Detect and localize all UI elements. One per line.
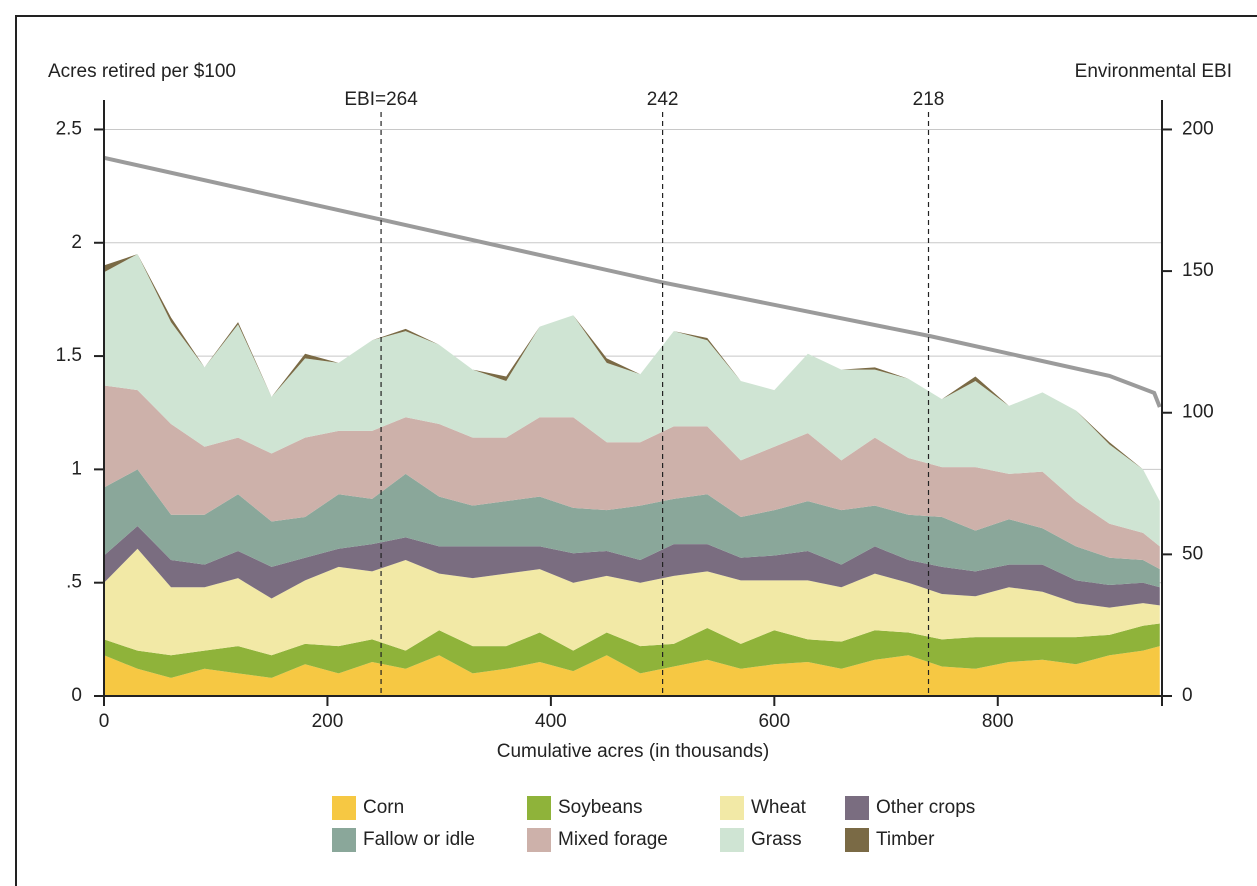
y-tick-label: 1 <box>71 458 82 479</box>
y2-tick-label: 150 <box>1182 260 1214 281</box>
areas <box>104 254 1160 696</box>
y-tick-label: 2.5 <box>56 118 82 139</box>
legend-label: Timber <box>876 829 935 850</box>
y2-tick-label: 0 <box>1182 685 1193 706</box>
legend-label: Grass <box>751 829 802 850</box>
legend-label: Mixed forage <box>558 829 668 850</box>
legend-swatch <box>527 796 551 820</box>
ebi-marker-label: EBI=264 <box>344 89 418 110</box>
legend-swatch <box>527 828 551 852</box>
legend-swatch <box>845 796 869 820</box>
y2-axis-title: Environmental EBI <box>1075 61 1232 82</box>
legend-swatch <box>845 828 869 852</box>
legend-swatch <box>720 796 744 820</box>
ebi-line <box>103 155 1162 408</box>
legend-label: Corn <box>363 797 404 818</box>
area <box>104 469 1160 588</box>
legend-label: Soybeans <box>558 797 643 818</box>
area <box>104 623 1160 678</box>
x-tick-label: 800 <box>982 711 1014 732</box>
x-tick-label: 0 <box>99 711 110 732</box>
x-tick-label: 400 <box>535 711 567 732</box>
y-tick-label: 1.5 <box>56 345 82 366</box>
area <box>104 385 1160 570</box>
y-tick-label: .5 <box>66 572 82 593</box>
y-axis-title: Acres retired per $100 <box>48 61 236 82</box>
y2-tick-label: 200 <box>1182 118 1214 139</box>
legend-label: Fallow or idle <box>363 829 475 850</box>
y-tick-label: 2 <box>71 232 82 253</box>
y2-tick-label: 100 <box>1182 402 1214 423</box>
y-tick-label: 0 <box>71 685 82 706</box>
x-axis-title: Cumulative acres (in thousands) <box>497 741 769 762</box>
ebi-marker-label: 218 <box>913 89 945 110</box>
area <box>104 526 1160 608</box>
ebi-marker-label: 242 <box>647 89 679 110</box>
legend-swatch <box>332 796 356 820</box>
y2-tick-label: 50 <box>1182 543 1203 564</box>
legend-swatch <box>720 828 744 852</box>
overlay: 0 .5 1 1.5 2 2.5 0 50 100 150 200 0 200 400 600 800 EBI=… <box>56 89 1214 852</box>
area <box>104 646 1160 696</box>
area <box>104 254 1160 547</box>
legend-label: Wheat <box>751 797 807 818</box>
legend-swatch <box>332 828 356 852</box>
x-tick-label: 600 <box>758 711 790 732</box>
legend-label: Other crops <box>876 797 975 818</box>
area <box>104 548 1160 656</box>
x-tick-label: 200 <box>312 711 344 732</box>
